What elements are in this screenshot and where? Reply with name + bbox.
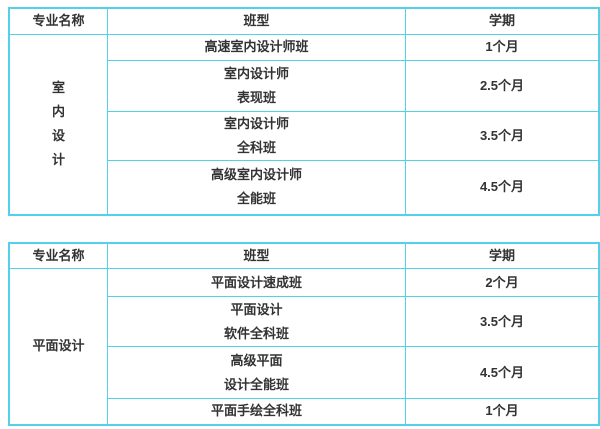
- course-table-graphic-design: 专业名称 班型 学期 平面设计 平面设计速成班 2个月 平面设计 软件全科班 3…: [8, 242, 600, 426]
- header-cell-term: 学期: [405, 242, 600, 269]
- header-cell-major: 专业名称: [8, 242, 108, 269]
- duration-cell: 3.5个月: [405, 110, 600, 161]
- class-type-cell: 高级平面 设计全能班: [107, 346, 406, 399]
- duration-cell: 3.5个月: [405, 296, 600, 347]
- class-type-line: 设计全能班: [223, 376, 289, 392]
- class-type-cell: 室内设计师 表现班: [107, 59, 406, 112]
- class-type-line: 室内设计师: [223, 115, 289, 131]
- major-char: 设: [51, 128, 65, 144]
- table-row: 平面手绘全科班 1个月: [9, 398, 600, 425]
- major-char: 室: [51, 80, 65, 96]
- class-type-cell: 室内设计师 全科班: [107, 110, 406, 161]
- duration-cell: 1个月: [405, 33, 600, 61]
- header-cell-major: 专业名称: [8, 7, 108, 35]
- class-type-line: 高级平面: [230, 352, 283, 368]
- class-type-cell: 高速室内设计师班: [107, 33, 406, 61]
- major-char: 内: [51, 104, 65, 120]
- class-type-cell: 平面设计 软件全科班: [107, 296, 406, 347]
- class-type-line: 室内设计师: [223, 65, 289, 81]
- class-type-line: 全科班: [236, 139, 276, 155]
- header-row: 专业名称 班型 学期: [8, 7, 600, 35]
- duration-cell: 4.5个月: [405, 346, 600, 399]
- duration-cell: 2.5个月: [405, 59, 600, 112]
- major-char: 计: [51, 152, 65, 168]
- table-row: 高级室内设计师 全能班 4.5个月: [9, 159, 600, 216]
- class-type-line: 平面手绘全科班: [210, 403, 302, 419]
- duration-cell: 2个月: [405, 268, 600, 297]
- header-row: 专业名称 班型 学期: [8, 242, 600, 269]
- class-type-line: 平面设计速成班: [210, 274, 302, 290]
- header-cell-class-type: 班型: [107, 7, 406, 35]
- table-row: 平面设计 平面设计速成班 2个月: [8, 268, 600, 425]
- course-table-interior-design: 专业名称 班型 学期 室 内 设 计 高速室内设计师班 1个月 室内设计师 表现…: [8, 7, 600, 216]
- class-type-line: 全能班: [236, 191, 276, 207]
- major-cell: 平面设计: [8, 268, 108, 425]
- table-row: 高级平面 设计全能班 4.5个月: [9, 346, 600, 399]
- class-type-line: 高级室内设计师: [210, 167, 302, 183]
- class-type-cell: 高级室内设计师 全能班: [107, 159, 406, 216]
- class-type-line: 平面设计: [230, 301, 283, 317]
- duration-cell: 4.5个月: [405, 159, 600, 216]
- table-row: 室 内 设 计 高速室内设计师班 1个月: [8, 33, 600, 216]
- class-type-line: 软件全科班: [223, 325, 289, 341]
- class-type-line: 高速室内设计师班: [204, 39, 309, 54]
- class-type-cell: 平面设计速成班: [107, 268, 406, 297]
- major-cell: 室 内 设 计: [8, 33, 108, 216]
- class-type-cell: 平面手绘全科班: [107, 398, 406, 425]
- table-row: 室内设计师 表现班 2.5个月: [9, 59, 600, 112]
- table-row: 室内设计师 全科班 3.5个月: [9, 110, 600, 161]
- header-cell-class-type: 班型: [107, 242, 406, 269]
- class-type-line: 表现班: [236, 89, 276, 105]
- duration-cell: 1个月: [405, 398, 600, 425]
- table-row: 平面设计 软件全科班 3.5个月: [9, 296, 600, 347]
- header-cell-term: 学期: [405, 7, 600, 35]
